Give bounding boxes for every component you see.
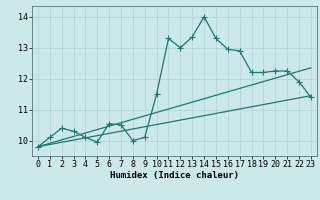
X-axis label: Humidex (Indice chaleur): Humidex (Indice chaleur) [110,171,239,180]
